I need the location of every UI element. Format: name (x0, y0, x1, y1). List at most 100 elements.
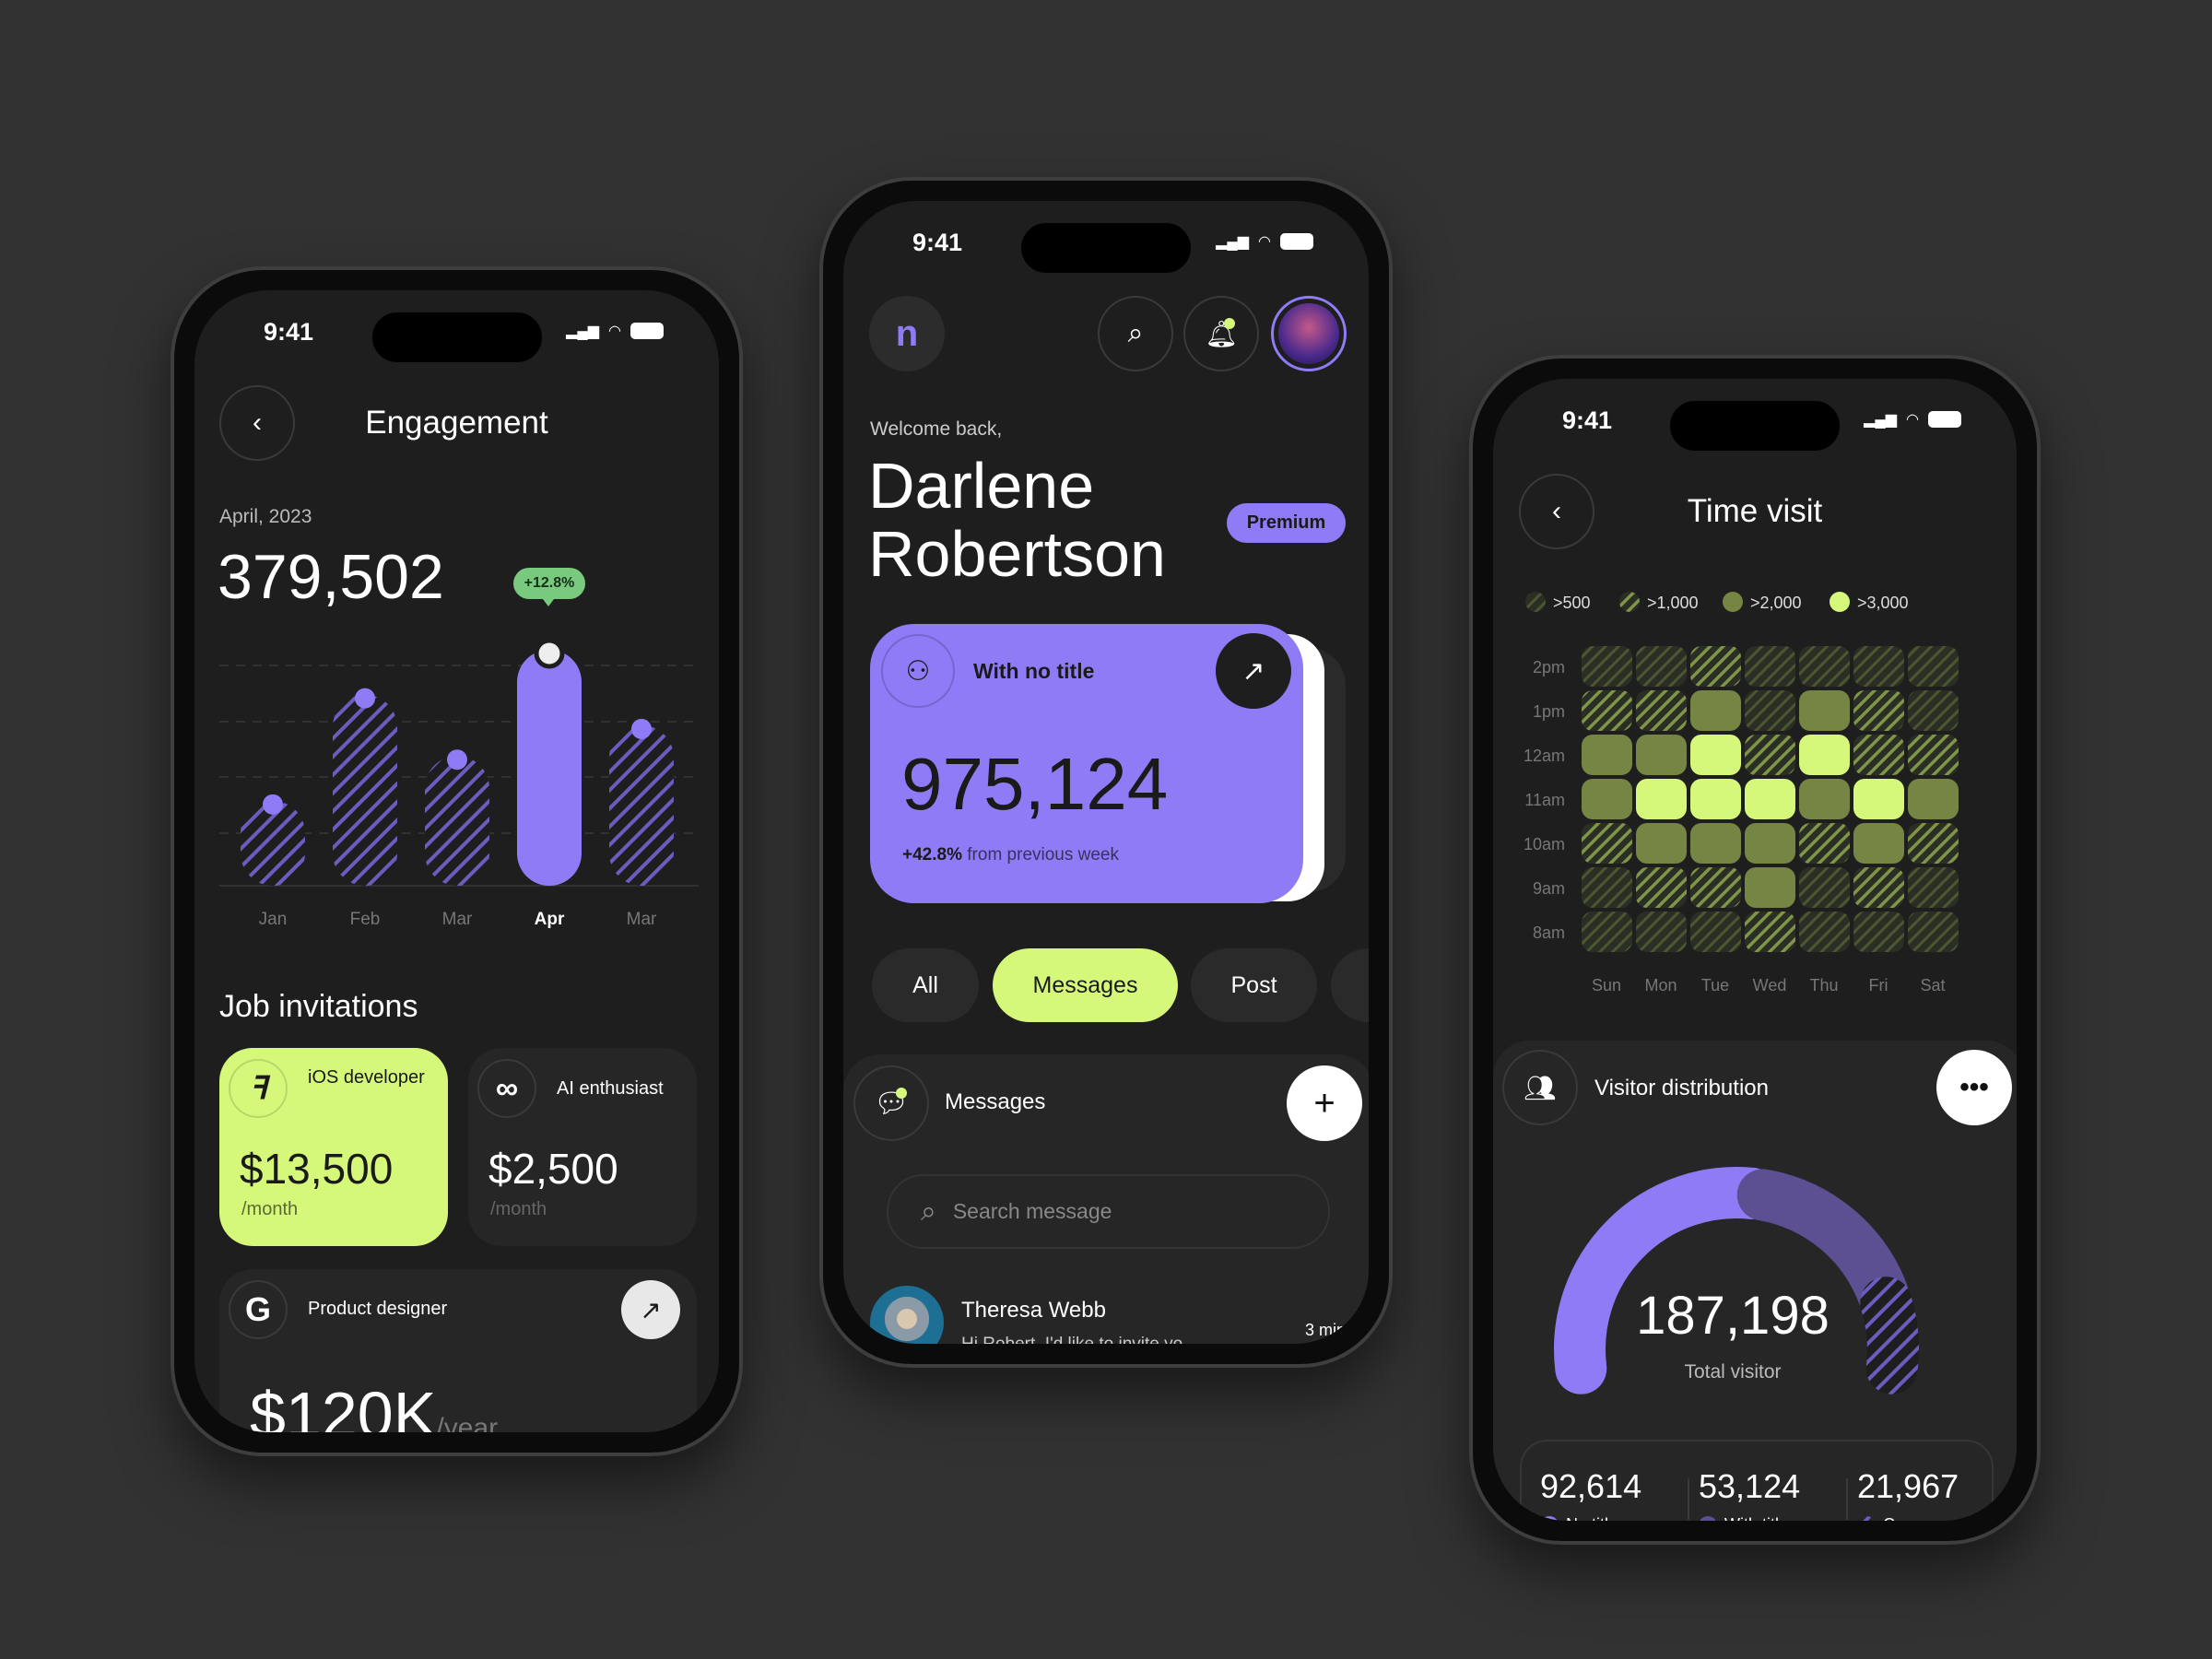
arrow-up-right-icon: ↗ (1241, 655, 1265, 687)
heatmap-cell[interactable] (1799, 779, 1850, 819)
heatmap-cell[interactable] (1636, 735, 1687, 775)
heatmap-cell[interactable] (1908, 823, 1959, 864)
search-icon: ⌕ (921, 1195, 936, 1227)
job-card-ai-enthusiast[interactable]: ∞ AI enthusiast $2,500 /month (468, 1048, 697, 1246)
gauge-segment[interactable] (1860, 1277, 1919, 1394)
chat-icon: 💬︎ (853, 1065, 929, 1141)
heatmap-cell[interactable] (1745, 912, 1795, 952)
notifications-button[interactable]: 🔔︎ (1183, 296, 1259, 371)
tab-post[interactable]: Post (1191, 948, 1317, 1022)
heatmap-cell[interactable] (1690, 690, 1741, 731)
heatmap-cell[interactable] (1745, 735, 1795, 775)
heatmap-cell[interactable] (1582, 779, 1632, 819)
heatmap-cell[interactable] (1908, 779, 1959, 819)
open-job-button[interactable]: ↗ (621, 1280, 680, 1339)
heatmap-cell[interactable] (1853, 735, 1904, 775)
stat-card-value: 975,124 (901, 743, 1169, 825)
job-title: iOS developer (308, 1067, 425, 1088)
avatar[interactable] (1271, 296, 1347, 371)
heatmap-cell[interactable] (1690, 912, 1741, 952)
open-card-button[interactable]: ↗ (1216, 633, 1291, 709)
heatmap-cell[interactable] (1853, 912, 1904, 952)
heatmap-cell[interactable] (1636, 779, 1687, 819)
heatmap-cell[interactable] (1690, 646, 1741, 687)
heatmap-cell[interactable] (1582, 646, 1632, 687)
heatmap-cell[interactable] (1690, 823, 1741, 864)
heatmap-cell[interactable] (1853, 779, 1904, 819)
x-tick-label: Feb (350, 910, 381, 929)
heatmap-cell[interactable] (1853, 867, 1904, 908)
gauge-segment[interactable] (1736, 1169, 1909, 1319)
new-message-button[interactable]: + (1287, 1065, 1362, 1141)
stat-card[interactable]: ⚇ With no title ↗ 975,124 +42.8% from pr… (870, 624, 1303, 903)
signal-icon: ▂▄▆ (566, 324, 600, 339)
heatmap-cell[interactable] (1853, 646, 1904, 687)
heatmap-cell[interactable] (1799, 646, 1850, 687)
heatmap-cell[interactable] (1908, 912, 1959, 952)
tab-all[interactable]: All (872, 948, 979, 1022)
more-options-button[interactable]: ••• (1936, 1050, 2012, 1125)
heatmap-cell[interactable] (1853, 823, 1904, 864)
heatmap-cell[interactable] (1582, 912, 1632, 952)
heatmap-cell[interactable] (1745, 823, 1795, 864)
heatmap-cell[interactable] (1799, 823, 1850, 864)
avatar-photo (1278, 303, 1339, 364)
tab-messages[interactable]: Messages (993, 948, 1178, 1022)
stat-item: 21,967 Company (1857, 1467, 2005, 1521)
heatmap-cell[interactable] (1908, 735, 1959, 775)
job-unit: /month (490, 1199, 547, 1219)
bar[interactable] (425, 756, 489, 886)
stat-item: 53,124 With title (1699, 1467, 1846, 1521)
heatmap-cell[interactable] (1582, 823, 1632, 864)
search-button[interactable]: ⌕ (1098, 296, 1173, 371)
job-title: Product designer (308, 1299, 448, 1319)
heatmap-cell[interactable] (1636, 646, 1687, 687)
back-button[interactable]: ‹ (1519, 474, 1594, 549)
heatmap-cell[interactable] (1636, 867, 1687, 908)
engagement-screen: 9:41 ▂▄▆ ◠ ‹ Engagement April, 2023 379,5… (194, 290, 719, 1432)
heatmap-cell[interactable] (1636, 823, 1687, 864)
heatmap-cell[interactable] (1908, 646, 1959, 687)
bar-marker (631, 718, 652, 739)
period-label: April, 2023 (219, 506, 312, 527)
heatmap-cell[interactable] (1636, 690, 1687, 731)
legend-swatch (1723, 592, 1743, 612)
job-unit: /month (241, 1199, 299, 1219)
column-label: Wed (1753, 976, 1787, 994)
job-card-ios-developer[interactable]: ꟻ iOS developer $13,500 /month (219, 1048, 448, 1246)
heatmap-cell[interactable] (1745, 646, 1795, 687)
heatmap-cell[interactable] (1690, 735, 1741, 775)
heatmap-cell[interactable] (1799, 867, 1850, 908)
job-card-product-designer[interactable]: G Product designer ↗ $120K/year (219, 1269, 697, 1432)
stat-legend: No title (1540, 1515, 1688, 1521)
heatmap-cell[interactable] (1745, 779, 1795, 819)
heatmap-cell[interactable] (1799, 735, 1850, 775)
heatmap-cell[interactable] (1745, 690, 1795, 731)
heatmap-cell[interactable] (1582, 690, 1632, 731)
heatmap-cell[interactable] (1582, 735, 1632, 775)
bar[interactable] (333, 694, 397, 886)
heatmap-cell[interactable] (1690, 779, 1741, 819)
bar[interactable] (241, 800, 305, 886)
back-button[interactable]: ‹ (219, 385, 295, 461)
phone-engagement: 9:41 ▂▄▆ ◠ ‹ Engagement April, 2023 379,5… (171, 266, 743, 1456)
time-visit-screen: 9:41 ▂▄▆ ◠ ‹ Time visit >500 >1,000 >2,000 >… (1493, 379, 2017, 1521)
heatmap-cell[interactable] (1582, 867, 1632, 908)
heatmap-cell[interactable] (1908, 867, 1959, 908)
heatmap-cell[interactable] (1745, 867, 1795, 908)
tab-more[interactable] (1331, 948, 1369, 1022)
app-logo[interactable]: n (869, 296, 945, 371)
heatmap-cell[interactable] (1799, 690, 1850, 731)
search-placeholder: Search message (952, 1199, 1112, 1223)
bar[interactable] (609, 724, 674, 886)
gauge-segment[interactable] (1554, 1167, 1778, 1394)
heatmap-cell[interactable] (1853, 690, 1904, 731)
column-label: Mon (1644, 976, 1677, 994)
greeting: Welcome back, (870, 418, 1003, 440)
bar[interactable] (517, 650, 582, 886)
search-message-input[interactable]: ⌕ Search message (887, 1174, 1330, 1249)
heatmap-cell[interactable] (1908, 690, 1959, 731)
heatmap-cell[interactable] (1636, 912, 1687, 952)
heatmap-cell[interactable] (1690, 867, 1741, 908)
heatmap-cell[interactable] (1799, 912, 1850, 952)
